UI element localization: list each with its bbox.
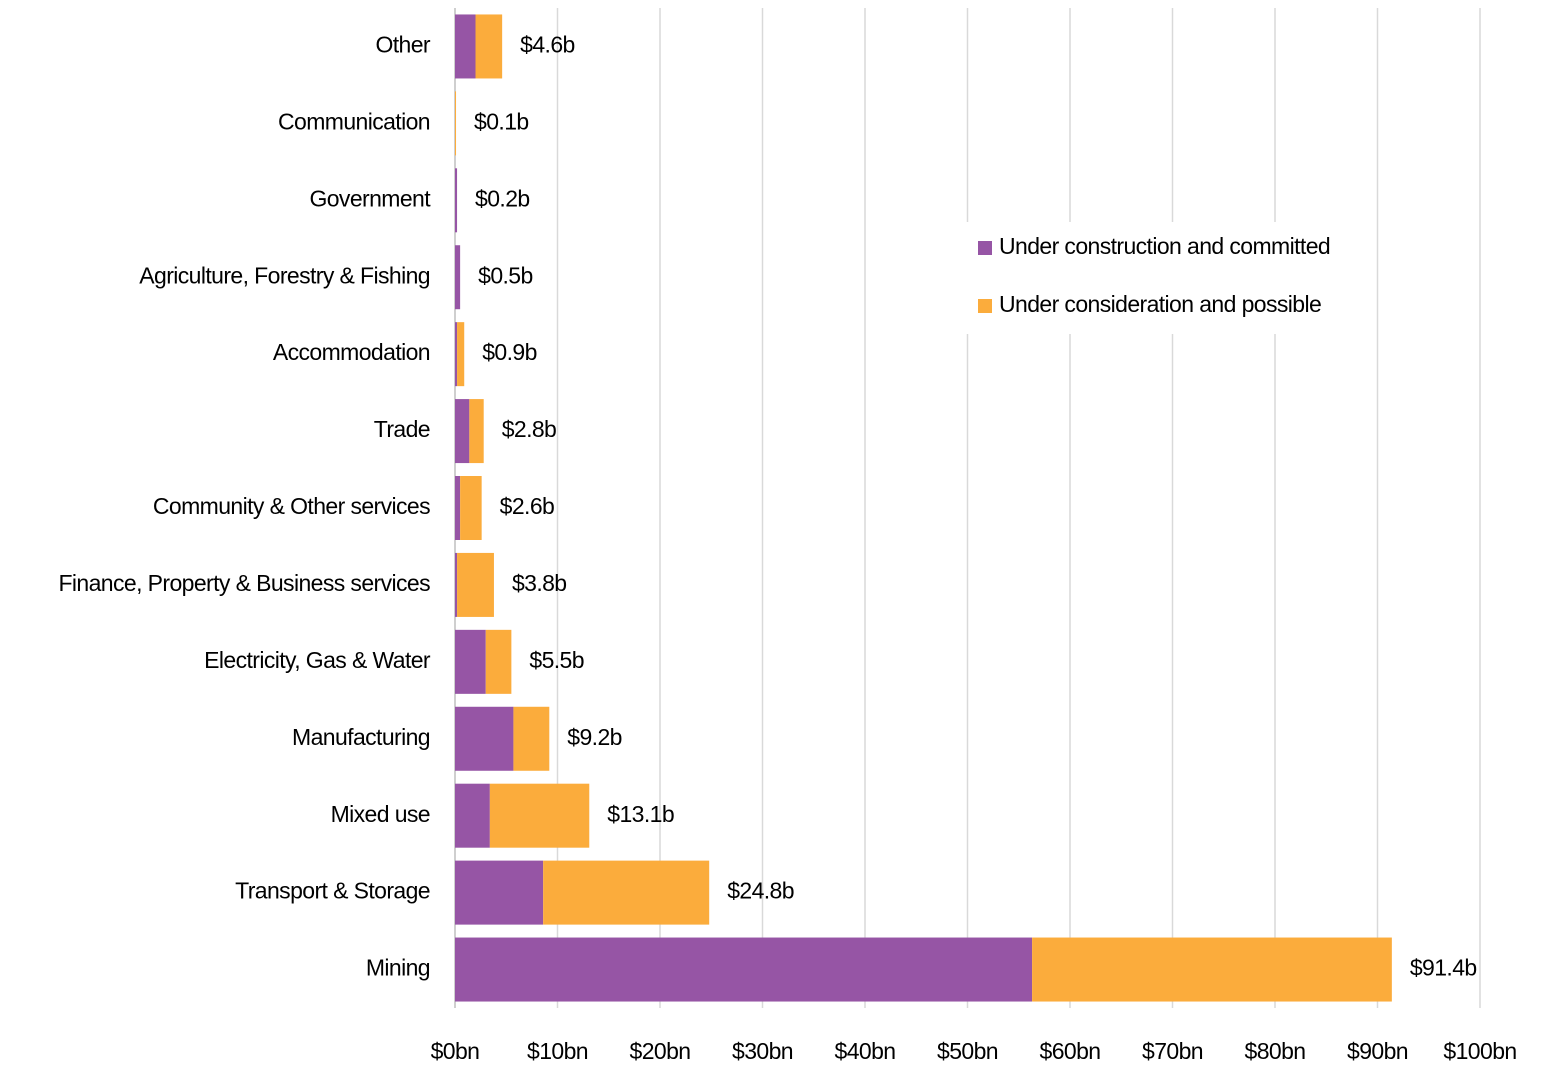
bar-segment bbox=[455, 783, 490, 848]
bar-segment bbox=[455, 476, 461, 540]
x-tick-label: $20bn bbox=[630, 1038, 691, 1064]
total-label: $24.8b bbox=[727, 878, 794, 904]
bar-segment bbox=[485, 629, 512, 694]
total-label: $0.5b bbox=[478, 262, 533, 288]
bar-segment bbox=[455, 91, 457, 156]
total-label: $0.2b bbox=[475, 185, 530, 211]
bar-segment bbox=[455, 629, 486, 694]
category-label: Community & Other services bbox=[153, 493, 430, 519]
legend-background bbox=[965, 222, 1375, 334]
category-label: Manufacturing bbox=[292, 724, 430, 750]
x-tick-label: $0bn bbox=[431, 1038, 480, 1064]
total-label: $2.8b bbox=[502, 416, 557, 442]
bar-segment bbox=[1032, 937, 1392, 1002]
bar-segment bbox=[455, 168, 458, 233]
category-label: Communication bbox=[278, 108, 430, 134]
category-label: Mixed use bbox=[331, 801, 430, 827]
bar-segment bbox=[513, 706, 550, 771]
x-tick-label: $10bn bbox=[527, 1038, 588, 1064]
total-label: $13.1b bbox=[607, 801, 674, 827]
total-label: $3.8b bbox=[512, 570, 567, 596]
category-label: Mining bbox=[366, 955, 430, 981]
category-label: Transport & Storage bbox=[235, 878, 430, 904]
category-label: Agriculture, Forestry & Fishing bbox=[139, 262, 430, 288]
total-label: $0.1b bbox=[474, 108, 529, 134]
x-tick-label: $40bn bbox=[835, 1038, 896, 1064]
category-label: Electricity, Gas & Water bbox=[204, 647, 431, 673]
total-label: $2.6b bbox=[500, 493, 555, 519]
total-label: $9.2b bbox=[567, 724, 622, 750]
x-tick-label: $90bn bbox=[1347, 1038, 1408, 1064]
bar-segment bbox=[455, 552, 458, 617]
legend-swatch bbox=[978, 241, 992, 255]
bar-segment bbox=[455, 860, 544, 925]
bar-segment bbox=[457, 552, 494, 617]
bar-segment bbox=[543, 860, 710, 925]
category-label: Accommodation bbox=[273, 339, 430, 365]
x-tick-label: $30bn bbox=[732, 1038, 793, 1064]
category-label: Finance, Property & Business services bbox=[58, 570, 430, 596]
total-label: $4.6b bbox=[520, 32, 575, 58]
legend-label: Under construction and committed bbox=[999, 233, 1330, 259]
bar-segment bbox=[469, 399, 484, 464]
bar-segment bbox=[460, 476, 482, 540]
category-label: Trade bbox=[374, 416, 430, 442]
bar-segment bbox=[457, 322, 465, 387]
legend-label: Under consideration and possible bbox=[999, 291, 1321, 317]
bar-segment bbox=[455, 14, 476, 79]
bar-segment bbox=[455, 245, 461, 310]
category-label: Other bbox=[375, 32, 430, 58]
total-label: $5.5b bbox=[529, 647, 584, 673]
total-label: $91.4b bbox=[1410, 955, 1477, 981]
category-label: Government bbox=[309, 185, 431, 211]
bar-segment bbox=[455, 706, 514, 771]
bar-segment bbox=[455, 399, 470, 464]
bar-segment bbox=[455, 937, 1033, 1002]
bar-segment bbox=[455, 322, 458, 387]
x-tick-label: $60bn bbox=[1040, 1038, 1101, 1064]
x-tick-label: $100bn bbox=[1443, 1038, 1516, 1064]
x-tick-label: $80bn bbox=[1245, 1038, 1306, 1064]
x-tick-label: $70bn bbox=[1142, 1038, 1203, 1064]
x-tick-label: $50bn bbox=[937, 1038, 998, 1064]
legend-swatch bbox=[978, 299, 992, 313]
bar-segment bbox=[475, 14, 503, 79]
bar-segment bbox=[489, 783, 590, 848]
total-label: $0.9b bbox=[482, 339, 537, 365]
